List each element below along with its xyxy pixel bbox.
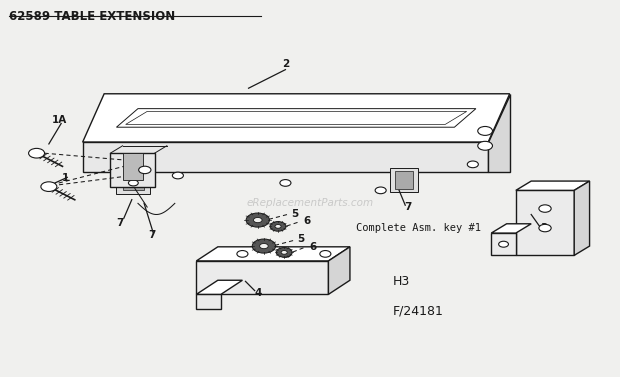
- Polygon shape: [197, 280, 242, 294]
- Circle shape: [281, 251, 287, 254]
- Circle shape: [478, 141, 492, 150]
- Text: 5: 5: [291, 209, 298, 219]
- Text: H3: H3: [393, 275, 410, 288]
- Text: eReplacementParts.com: eReplacementParts.com: [246, 198, 374, 208]
- Polygon shape: [329, 247, 350, 294]
- Text: 1A: 1A: [52, 115, 68, 125]
- Circle shape: [172, 172, 184, 179]
- Circle shape: [320, 251, 331, 257]
- Text: F/24181: F/24181: [393, 305, 444, 317]
- Polygon shape: [117, 172, 150, 194]
- Polygon shape: [491, 224, 531, 233]
- Circle shape: [29, 149, 45, 158]
- Circle shape: [539, 224, 551, 232]
- Text: 3: 3: [540, 223, 547, 233]
- Polygon shape: [82, 94, 510, 142]
- Circle shape: [237, 251, 248, 257]
- Text: 7: 7: [405, 202, 412, 212]
- Circle shape: [467, 161, 479, 168]
- Polygon shape: [488, 94, 510, 172]
- Polygon shape: [110, 153, 154, 187]
- Polygon shape: [516, 181, 590, 190]
- Circle shape: [478, 126, 492, 135]
- Circle shape: [270, 222, 286, 231]
- Circle shape: [539, 205, 551, 212]
- Polygon shape: [197, 261, 329, 294]
- Text: 5: 5: [297, 234, 304, 244]
- Circle shape: [375, 187, 386, 194]
- Circle shape: [128, 180, 138, 186]
- Circle shape: [260, 244, 268, 249]
- Polygon shape: [390, 168, 417, 192]
- Circle shape: [254, 218, 262, 223]
- Polygon shape: [123, 153, 143, 180]
- Text: 7: 7: [116, 218, 123, 228]
- Text: 1: 1: [62, 173, 69, 184]
- Circle shape: [41, 182, 57, 192]
- Polygon shape: [516, 190, 574, 255]
- Polygon shape: [82, 142, 488, 172]
- Text: Complete Asm. key #1: Complete Asm. key #1: [356, 222, 481, 233]
- Text: 6: 6: [309, 242, 317, 252]
- Circle shape: [252, 239, 276, 253]
- Polygon shape: [197, 294, 221, 309]
- Text: 6: 6: [303, 216, 311, 226]
- Circle shape: [246, 213, 270, 227]
- Circle shape: [280, 251, 291, 257]
- Circle shape: [139, 166, 151, 174]
- Polygon shape: [197, 247, 350, 261]
- Text: 7: 7: [148, 230, 155, 240]
- Text: 2: 2: [282, 59, 289, 69]
- Polygon shape: [574, 181, 590, 255]
- Text: 4: 4: [254, 288, 262, 298]
- Polygon shape: [395, 171, 413, 189]
- Polygon shape: [123, 176, 144, 190]
- Circle shape: [280, 179, 291, 186]
- Circle shape: [498, 241, 508, 247]
- Circle shape: [276, 248, 292, 257]
- Circle shape: [275, 225, 281, 228]
- Polygon shape: [491, 233, 516, 255]
- Text: 62589 TABLE EXTENSION: 62589 TABLE EXTENSION: [9, 10, 175, 23]
